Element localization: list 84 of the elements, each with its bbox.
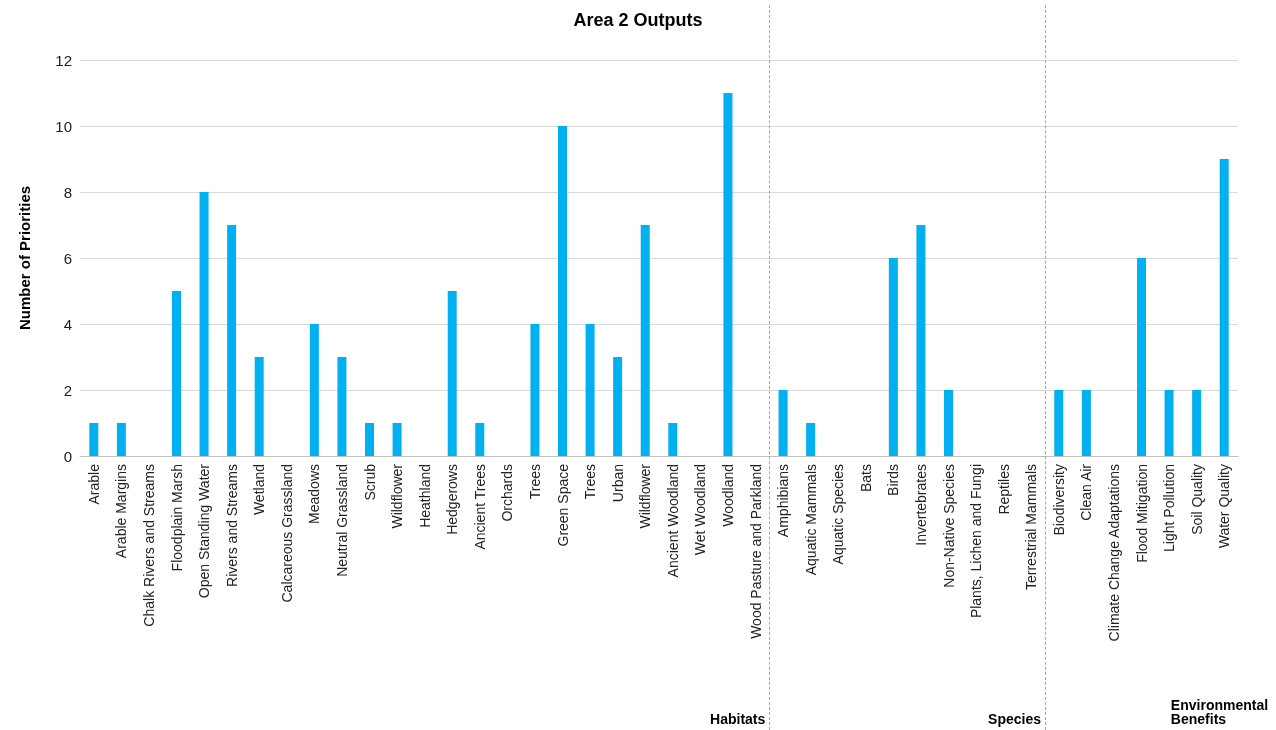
x-tick-label: Non-Native Species [940, 464, 957, 588]
x-tick-label: Aquatic Mammals [802, 464, 819, 576]
x-tick-label: Aquatic Species [830, 464, 847, 565]
x-tick-label: Biodiversity [1050, 464, 1067, 536]
bar [530, 324, 540, 456]
x-tick-label: Arable [85, 463, 102, 505]
y-tick-label: 4 [63, 315, 72, 333]
bar [1081, 390, 1091, 456]
bar [723, 93, 733, 456]
text: Habitats [710, 711, 766, 727]
y-tick-label: 8 [63, 183, 72, 201]
x-tick-label: Flood Mitigation [1133, 464, 1150, 563]
x-tick-label: Light Pollution [1161, 464, 1178, 552]
x-tick-label: Terrestrial Mammals [1023, 464, 1040, 591]
x-tick-label: Water Quality [1216, 464, 1233, 549]
x-tick-label: Amphibians [775, 464, 792, 538]
x-tick-label: Neutral Grassland [333, 464, 350, 577]
x-tick-label: Urban [609, 464, 626, 503]
x-tick-label: Reptiles [995, 464, 1012, 515]
text: Species [988, 711, 1042, 727]
x-tick-label: Wildflower [389, 463, 406, 529]
x-tick-label: Meadows [306, 464, 323, 524]
bar [778, 390, 788, 456]
bar [944, 390, 953, 456]
chart-title: Area 2 Outputs [573, 10, 703, 30]
x-tick-label: Wet Woodland [692, 464, 709, 556]
bar [916, 225, 926, 456]
x-tick-label: Ancient Woodland [664, 464, 681, 578]
x-tick-label: Trees [526, 464, 543, 500]
x-tick-label: Birds [885, 464, 902, 496]
bar [254, 357, 264, 456]
x-tick-label: Wildflower [637, 463, 654, 529]
x-tick-label: Climate Change Adaptations [1105, 464, 1122, 642]
bar [365, 423, 374, 456]
bar [585, 324, 595, 456]
bar [475, 423, 485, 456]
x-tick-label: Wetland [251, 464, 268, 516]
x-tick-label: Wood Pasture and Parkland [747, 464, 764, 639]
x-tick-label: Clean Air [1078, 463, 1095, 521]
x-tick-label: Chalk Rivers and Streams [140, 464, 157, 627]
y-tick-label: 0 [63, 447, 72, 465]
x-tick-label: Scrub [361, 463, 378, 501]
y-axis-title: Number of Priorities [16, 185, 33, 331]
x-tick-label: Floodplain Marsh [168, 464, 185, 572]
bar [1192, 390, 1202, 456]
bar [558, 126, 567, 456]
bar [1054, 390, 1064, 456]
y-tick-label: 2 [63, 381, 72, 399]
x-tick-label: Invertebrates [912, 464, 929, 546]
bar [309, 324, 319, 456]
x-tick-label: Plants, Lichen and Fungi [968, 464, 985, 619]
x-tick-label: Hedgerows [444, 464, 461, 535]
x-tick-label: Green Space [554, 463, 571, 547]
bar [1219, 159, 1229, 456]
bar [1164, 390, 1174, 456]
x-tick-label: Arable Margins [113, 464, 130, 559]
x-tick-label: Bats [857, 464, 874, 493]
y-tick-label: 12 [55, 51, 72, 69]
x-tick-label: Calcareous Grassland [278, 464, 295, 603]
y-tick-label: 10 [55, 117, 72, 135]
bar [668, 423, 678, 456]
x-tick-label: Rivers and Streams [223, 464, 240, 587]
x-tick-label: Heathland [416, 464, 433, 528]
x-tick-label: Trees [582, 464, 599, 500]
bar [116, 423, 126, 456]
bar [392, 423, 402, 456]
x-tick-label: Open Standing Water [196, 463, 213, 599]
x-tick-label: Woodland [719, 464, 736, 527]
x-tick-label: Ancient Trees [471, 464, 488, 550]
bar [337, 357, 347, 456]
bar [613, 357, 623, 456]
bar [640, 225, 650, 456]
text: Environmental Benefits [1170, 697, 1273, 727]
bar [806, 423, 816, 456]
bar [447, 291, 457, 456]
bar [888, 258, 898, 456]
x-tick-label: Orchards [499, 464, 516, 522]
x-tick-label: Soil Quality [1188, 464, 1205, 535]
bar [172, 291, 181, 456]
bar [1137, 258, 1146, 456]
bar [199, 192, 209, 456]
bar [227, 225, 237, 456]
bar [89, 423, 99, 456]
y-tick-label: 6 [63, 249, 72, 267]
